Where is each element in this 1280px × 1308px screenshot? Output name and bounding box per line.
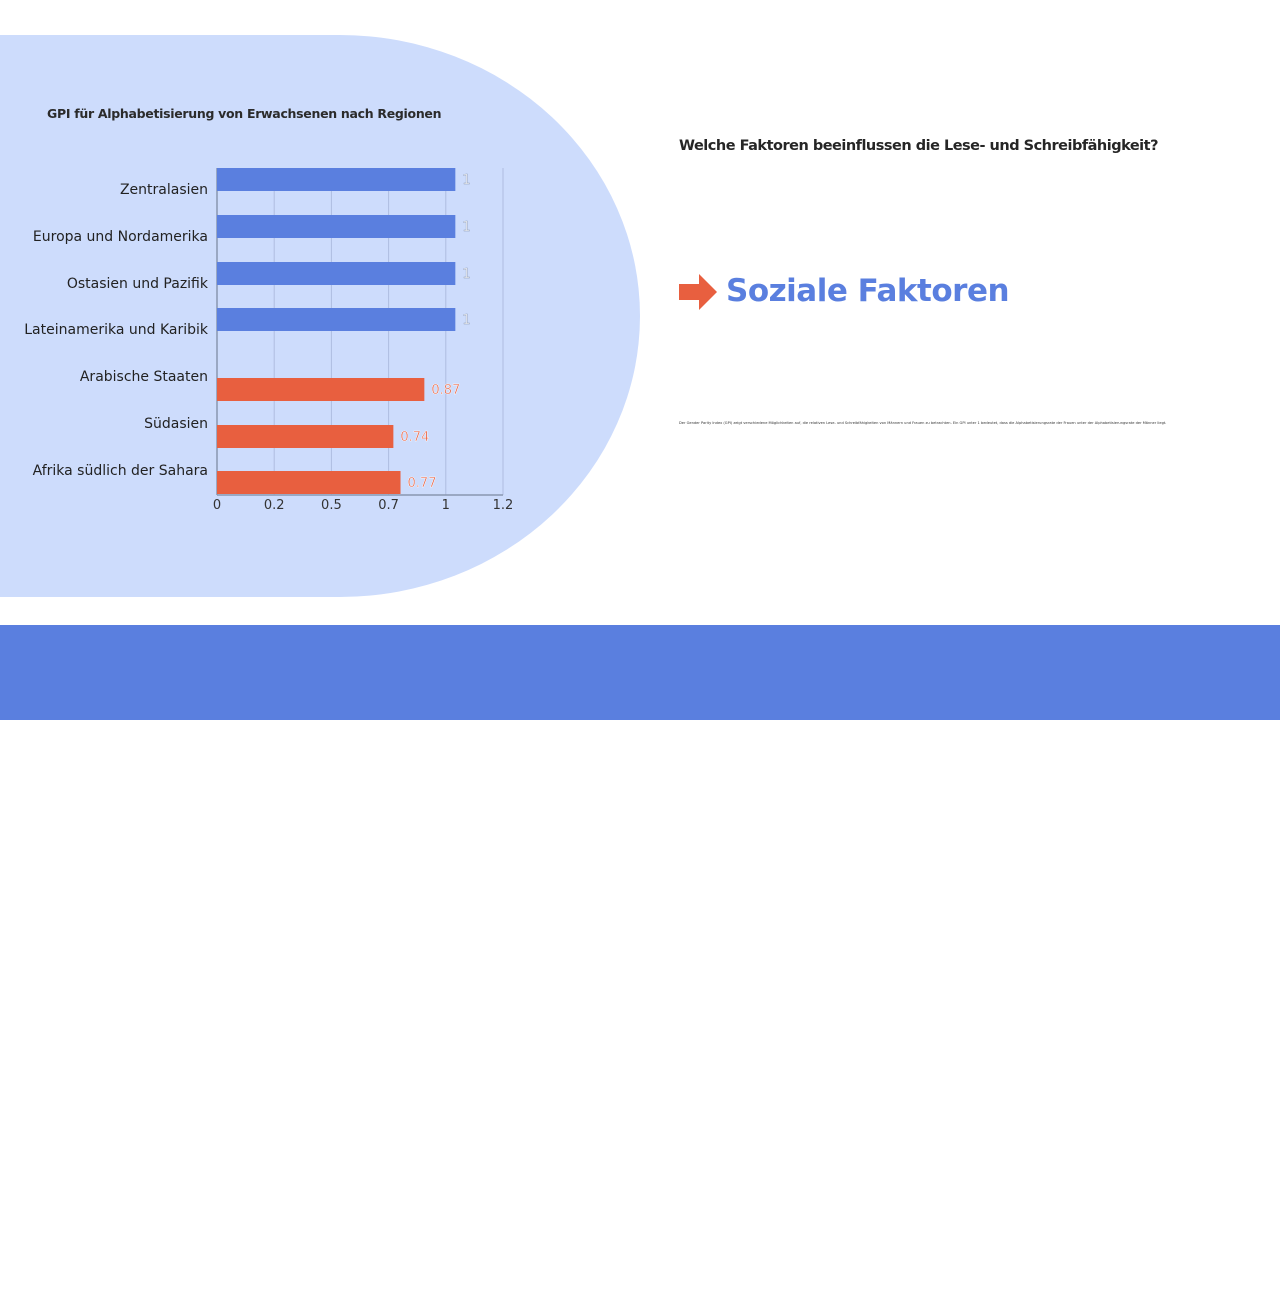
page-number: / 04 <box>1202 1284 1239 1306</box>
slide-heading: Welche Faktoren beeinflussen die Lese- u… <box>679 138 1159 154</box>
data-label: 1 <box>462 173 470 188</box>
data-label: 0.87 <box>431 383 460 398</box>
data-label: 0.74 <box>400 430 429 445</box>
category-label: Zentralasien <box>120 182 208 198</box>
category-label: Lateinamerika und Karibik <box>24 322 209 338</box>
category-label: Europa und Nordamerika <box>33 229 208 245</box>
footer-bar: Alphabetisierung weltweit // Einflussfak… <box>0 625 1280 1308</box>
bar <box>217 308 456 331</box>
bar-chart: 0 0.2 0.5 0.7 1 1.2 1 Zentralasien 1 Europa und N… <box>24 168 514 513</box>
category-label: Arabische Staaten <box>80 369 208 385</box>
arrow-right-icon <box>679 274 717 310</box>
x-tick-label: 1 <box>442 498 450 513</box>
bar <box>217 378 425 401</box>
bar <box>217 425 394 448</box>
category-label: Afrika südlich der Sahara <box>33 463 208 479</box>
category-label: Ostasien und Pazifik <box>67 276 209 292</box>
x-tick-label: 0.2 <box>264 498 285 513</box>
category-label: Südasien <box>144 416 208 432</box>
x-tick-label: 1.2 <box>493 498 514 513</box>
data-label: 1 <box>462 220 470 235</box>
breadcrumb: Alphabetisierung weltweit // Einflussfak… <box>55 1288 702 1308</box>
chart-title: GPI für Alphabetisierung von Erwachsenen… <box>47 106 442 121</box>
bar <box>217 215 456 238</box>
data-label: 1 <box>462 267 470 282</box>
bar <box>217 168 456 191</box>
x-tick-label: 0.7 <box>378 498 399 513</box>
bar <box>217 262 456 285</box>
section-subheading: Soziale Faktoren <box>726 273 1010 309</box>
x-tick-label: 0 <box>213 498 221 513</box>
x-tick-label: 0.5 <box>321 498 342 513</box>
bar <box>217 471 401 494</box>
data-label: 1 <box>462 313 470 328</box>
body-text: Der Gender Parity Index (GPI) zeigt vers… <box>679 421 1167 425</box>
data-label: 0.77 <box>408 476 437 491</box>
